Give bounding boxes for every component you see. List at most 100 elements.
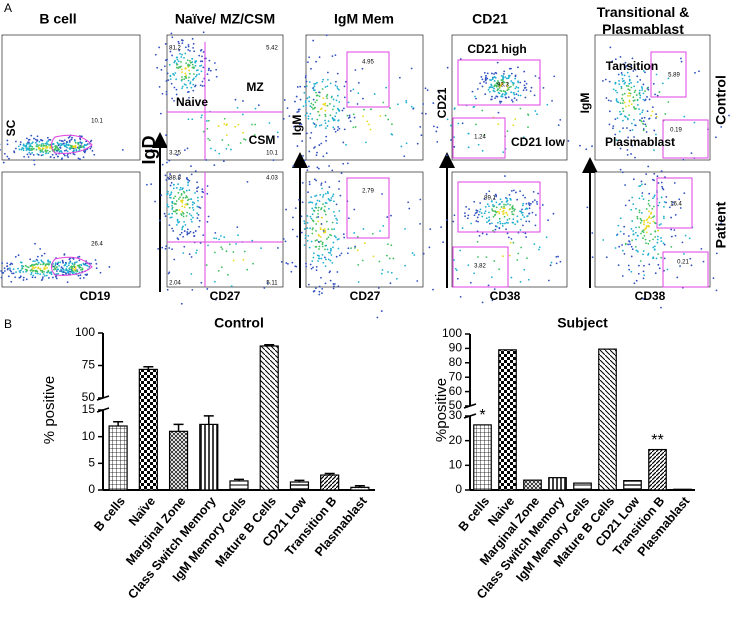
event-dot [71,271,73,274]
event-dot [311,201,314,204]
event-dot [79,277,82,280]
event-dot [585,148,588,151]
event-dot [424,112,427,115]
event-dot [633,85,636,88]
event-dot [492,215,495,218]
event-dot [181,199,184,202]
event-dot [325,258,327,261]
event-dot [13,151,16,154]
event-dot [342,233,345,236]
event-dot [653,149,655,152]
event-dot [237,123,240,126]
event-dot [34,266,37,269]
event-dot [79,144,81,147]
event-dot [170,193,172,195]
event-dot [314,82,317,85]
event-dot [502,90,505,92]
event-dot [602,239,605,241]
event-dot [621,97,623,100]
bar [320,474,340,491]
event-dot [512,218,515,221]
event-dot [74,140,76,142]
event-dot [80,264,83,267]
event-dot [641,230,644,233]
event-dot [632,70,635,72]
event-dot [333,119,336,121]
event-dot [67,143,70,146]
event-dot [192,46,194,49]
event-dot [175,224,178,226]
event-dot [660,306,662,309]
event-dot [93,153,96,156]
gate-label: Plasmablast [605,135,675,149]
event-dot [614,247,617,249]
event-dot [19,143,22,146]
event-dot [643,223,645,226]
event-dot [636,75,639,78]
event-dot [619,230,622,233]
event-dot [39,248,42,250]
event-dot [647,88,650,91]
event-dot [501,222,504,225]
event-dot [199,207,202,209]
event-dot [324,122,327,125]
event-dot [485,82,488,84]
event-dot [15,271,17,274]
event-dot [317,240,320,243]
event-dot [466,217,469,220]
event-dot [177,191,180,194]
event-dot [214,298,217,301]
event-dot [623,92,626,95]
event-dot [654,222,657,225]
event-dot [622,233,625,235]
event-dot [459,249,462,252]
event-dot [644,90,646,93]
event-dot [612,88,615,91]
event-dot [199,65,201,67]
event-dot [298,198,300,201]
event-dot [35,258,38,261]
event-dot [307,117,310,120]
event-dot [48,144,50,146]
event-dot [31,145,34,148]
event-dot [309,263,312,266]
event-dot [436,140,439,143]
event-dot [639,184,642,187]
event-dot [322,155,325,158]
event-dot [40,259,43,262]
event-dot [483,198,486,200]
plot-frame [451,171,568,288]
event-dot [632,178,635,181]
event-dot [29,265,32,267]
event-dot [49,261,52,264]
event-dot [621,73,624,76]
event-dot [39,268,42,270]
event-dot [169,196,172,199]
event-dot [312,290,315,293]
event-dot [321,292,323,295]
event-dot [663,243,666,246]
event-dot [652,238,654,241]
event-dot [625,116,627,118]
gate-value: 3.25 [169,151,181,157]
bar [548,477,567,491]
event-dot [494,210,497,213]
event-dot [614,58,617,61]
event-dot [619,168,622,171]
event-dot [168,247,171,249]
event-dot [71,262,74,265]
event-dot [492,204,494,206]
event-dot [309,105,312,108]
event-dot [501,93,504,95]
event-dot [349,120,352,122]
event-dot [313,210,316,213]
event-dot [626,127,628,129]
event-dot [494,228,497,231]
event-dot [68,139,71,142]
event-dot [202,191,205,194]
event-dot [534,224,537,227]
event-dot [322,230,325,232]
event-dot [630,122,633,125]
event-dot [74,266,77,268]
event-dot [81,268,84,271]
